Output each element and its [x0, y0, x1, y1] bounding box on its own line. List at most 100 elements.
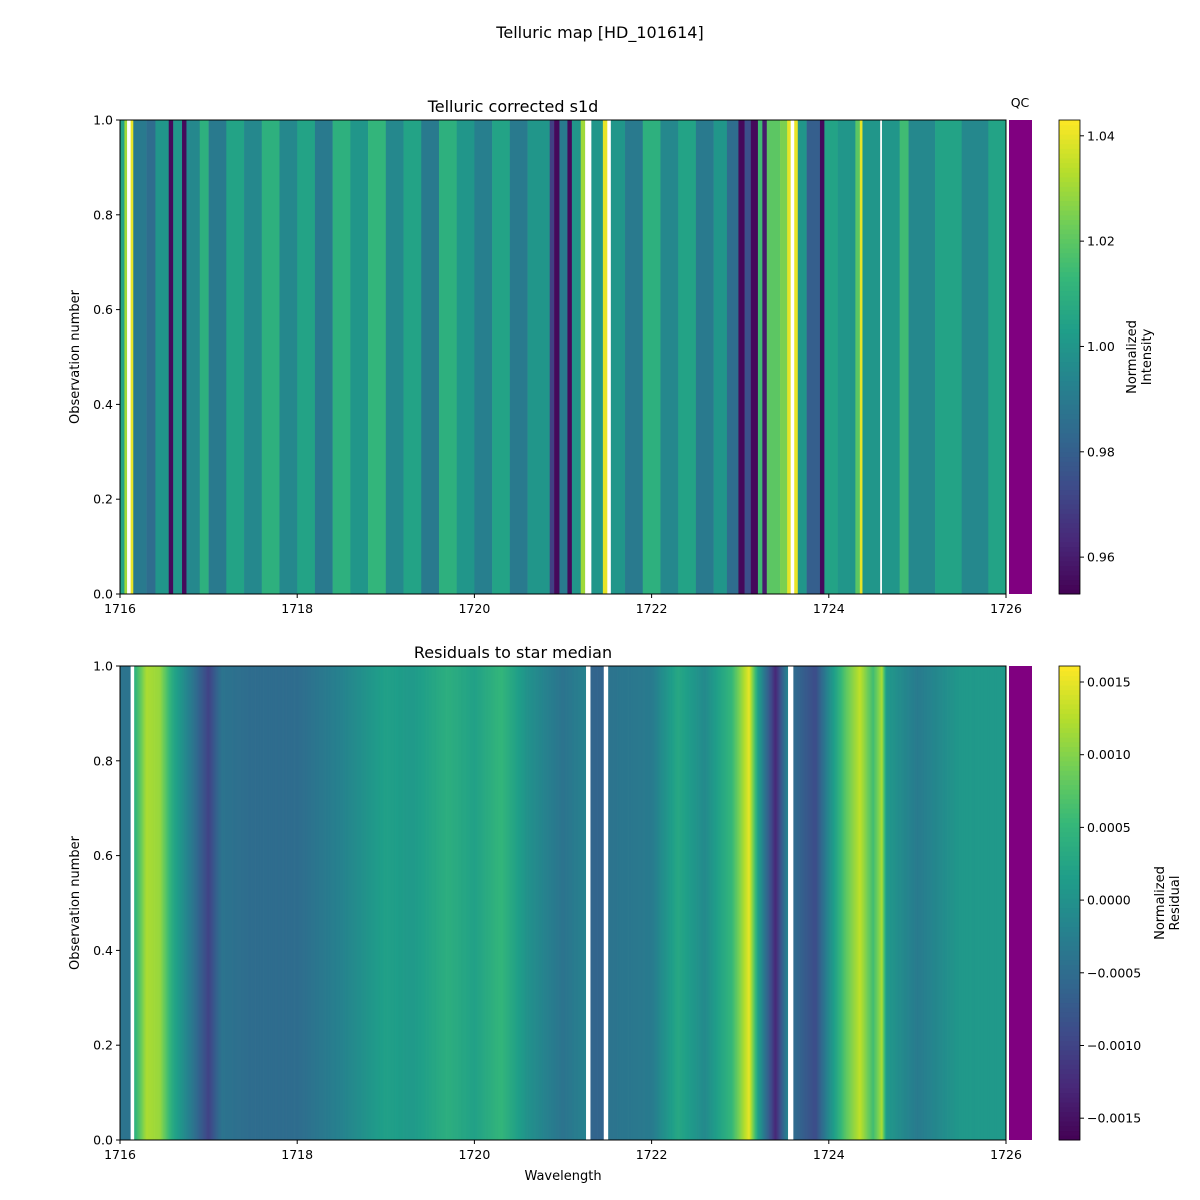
heatmap-column [601, 666, 604, 1140]
heatmap-column [488, 666, 490, 1140]
heatmap-column [486, 666, 489, 1140]
heatmap-column [162, 666, 164, 1140]
heatmap-column [834, 666, 836, 1140]
heatmap-column [977, 666, 979, 1140]
heatmap-column [1002, 666, 1004, 1140]
heatmap-column [578, 666, 581, 1140]
heatmap-column [591, 666, 593, 1140]
heatmap-column [776, 666, 778, 1140]
heatmap-column [218, 666, 220, 1140]
heatmap-column [931, 666, 933, 1140]
heatmap-column [762, 666, 764, 1140]
x-tick-label: 1726 [990, 601, 1022, 616]
heatmap-column [637, 666, 639, 1140]
heatmap-column [872, 666, 874, 1140]
heatmap-column [376, 666, 379, 1140]
heatmap-column [403, 666, 405, 1140]
colorbar-segment [1059, 314, 1080, 320]
heatmap-column [617, 666, 620, 1140]
heatmap-column [909, 666, 911, 1140]
heatmap-column [465, 666, 467, 1140]
heatmap-column [620, 666, 622, 1140]
heatmap-column [274, 666, 276, 1140]
colorbar-segment [1059, 466, 1080, 472]
heatmap-column [373, 666, 375, 1140]
heatmap-column [433, 666, 435, 1140]
heatmap-column [203, 666, 205, 1140]
heatmap-column [699, 666, 701, 1140]
heatmap-column [320, 666, 322, 1140]
heatmap-gap [586, 666, 589, 1140]
heatmap-column [446, 666, 448, 1140]
heatmap-column [437, 666, 439, 1140]
heatmap-column [673, 666, 676, 1140]
heatmap-column [533, 666, 536, 1140]
heatmap-column [183, 666, 186, 1140]
heatmap-column [296, 666, 298, 1140]
heatmap-column [262, 666, 264, 1140]
heatmap-column [856, 666, 858, 1140]
colorbar-segment [1059, 860, 1080, 866]
heatmap-column [148, 666, 150, 1140]
heatmap-column [527, 120, 551, 594]
heatmap-column [120, 666, 123, 1140]
colorbar-segment [1059, 869, 1080, 876]
heatmap-column [483, 666, 485, 1140]
heatmap-column [526, 666, 528, 1140]
heatmap-column [324, 666, 326, 1140]
heatmap-column [492, 120, 511, 594]
heatmap-column [826, 666, 828, 1140]
heatmap-column [325, 666, 327, 1140]
heatmap-column [380, 666, 382, 1140]
heatmap-gap [788, 666, 790, 1140]
colorbar-segment [1059, 186, 1080, 192]
heatmap-column [383, 666, 385, 1140]
heatmap-column [845, 666, 847, 1140]
heatmap-column [461, 666, 463, 1140]
colorbar-segment [1059, 413, 1080, 420]
colorbar-segment [1059, 784, 1080, 790]
colorbar-segment [1059, 699, 1080, 705]
heatmap-column [444, 666, 446, 1140]
heatmap-column [664, 666, 667, 1140]
heatmap-column [855, 120, 861, 594]
heatmap-column [237, 666, 240, 1140]
colorbar-segment [1059, 1125, 1080, 1132]
heatmap-column [332, 666, 334, 1140]
heatmap-column [216, 666, 218, 1140]
colorbar-segment [1059, 727, 1080, 733]
heatmap-column [357, 666, 359, 1140]
colorbar-tick-label: 1.04 [1087, 128, 1115, 143]
heatmap-column [524, 666, 527, 1140]
heatmap-column [828, 666, 831, 1140]
heatmap-column [811, 666, 813, 1140]
heatmap-column [728, 666, 730, 1140]
heatmap-column [794, 120, 799, 594]
heatmap-column [859, 666, 862, 1140]
heatmap-column [570, 666, 572, 1140]
heatmap-column [575, 666, 577, 1140]
heatmap-column [1000, 666, 1002, 1140]
heatmap-column [718, 666, 720, 1140]
heatmap-column [560, 666, 562, 1140]
heatmap-column [613, 666, 615, 1140]
y-tick-label: 1.0 [93, 113, 113, 128]
heatmap-column [389, 666, 391, 1140]
heatmap-column [648, 666, 650, 1140]
heatmap-column [616, 666, 618, 1140]
colorbar-segment [1059, 718, 1080, 724]
heatmap-column [121, 666, 124, 1140]
heatmap-column [599, 666, 601, 1140]
heatmap-column [894, 666, 896, 1140]
heatmap-column [259, 666, 262, 1140]
heatmap-column [176, 666, 178, 1140]
heatmap-column [208, 666, 210, 1140]
heatmap-column [396, 666, 398, 1140]
heatmap-column [151, 666, 153, 1140]
heatmap-column [225, 666, 227, 1140]
colorbar-tick-label: −0.0005 [1087, 965, 1141, 980]
heatmap-column [311, 666, 313, 1140]
heatmap-column [457, 666, 459, 1140]
colorbar-segment [1059, 399, 1080, 405]
heatmap-column [732, 666, 734, 1140]
